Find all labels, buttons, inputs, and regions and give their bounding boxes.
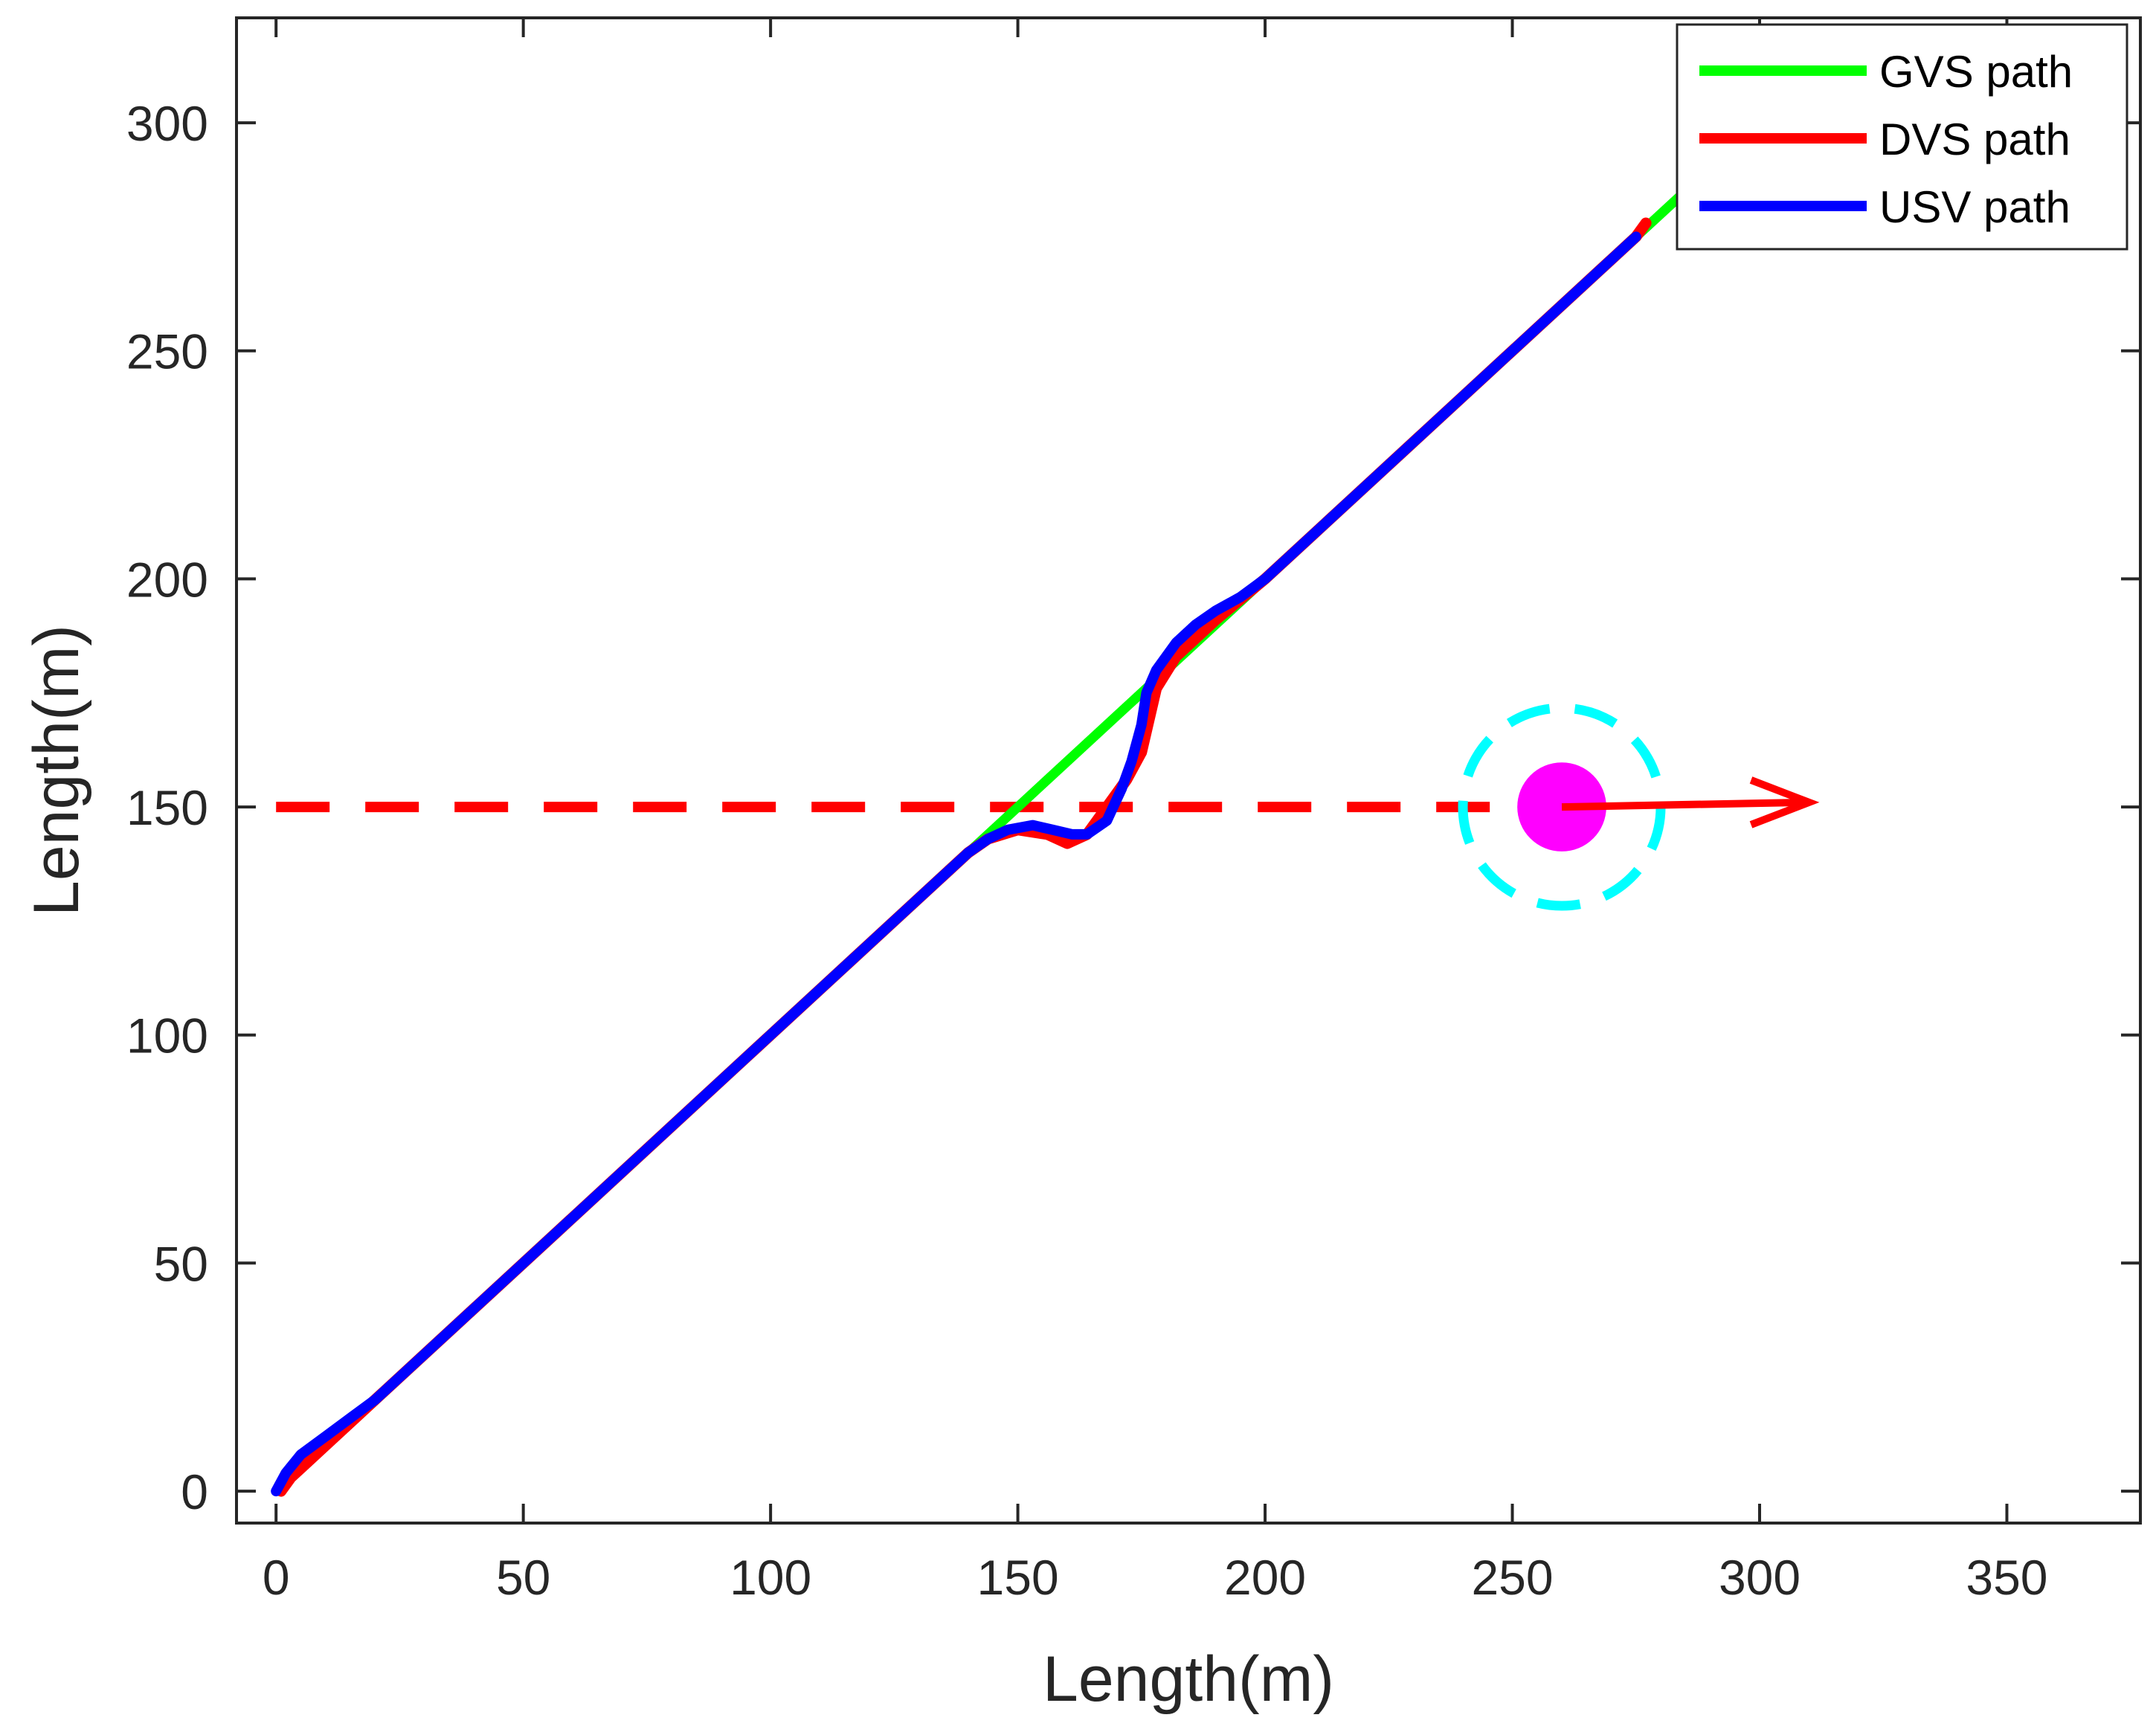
x-tick-label: 150 xyxy=(977,1550,1059,1605)
usv-path-line xyxy=(271,231,1641,1497)
plot-area xyxy=(236,18,2140,1523)
plot-frame xyxy=(235,16,2142,1525)
legend-entry-dvs-label: DVS path xyxy=(1879,115,2070,164)
x-tick-label: 200 xyxy=(1224,1550,1306,1605)
x-tick-label: 0 xyxy=(263,1550,290,1605)
y-tick-label: 50 xyxy=(154,1236,208,1291)
obstacle-heading-arrow-shaft xyxy=(1561,798,1805,811)
ticks-layer: 0 50 100 150 200 250 300 350 0 50 100 150 200 250 300 xyxy=(126,18,2140,1605)
y-tick-label: 0 xyxy=(181,1464,208,1519)
legend-entry-gvs-label: GVS path xyxy=(1879,47,2073,97)
data-layer xyxy=(271,163,1820,1497)
y-tick-label: 150 xyxy=(126,780,208,835)
x-tick-label: 300 xyxy=(1719,1550,1801,1605)
legend: GVS path DVS path USV path xyxy=(1676,23,2128,251)
y-axis-label: Length(m) xyxy=(21,625,92,916)
y-tick-label: 100 xyxy=(126,1008,208,1063)
obstacle-heading-arrow-head xyxy=(1749,776,1820,828)
y-tick-label: 200 xyxy=(126,552,208,607)
y-tick-label: 250 xyxy=(126,324,208,379)
x-tick-label: 250 xyxy=(1471,1550,1553,1605)
x-tick-label: 50 xyxy=(496,1550,550,1605)
x-tick-label: 100 xyxy=(730,1550,811,1605)
y-tick-label: 300 xyxy=(126,96,208,151)
legend-entry-usv-label: USV path xyxy=(1879,182,2070,232)
x-tick-label: 350 xyxy=(1966,1550,2047,1605)
x-axis-label: Length(m) xyxy=(1043,1644,1334,1715)
